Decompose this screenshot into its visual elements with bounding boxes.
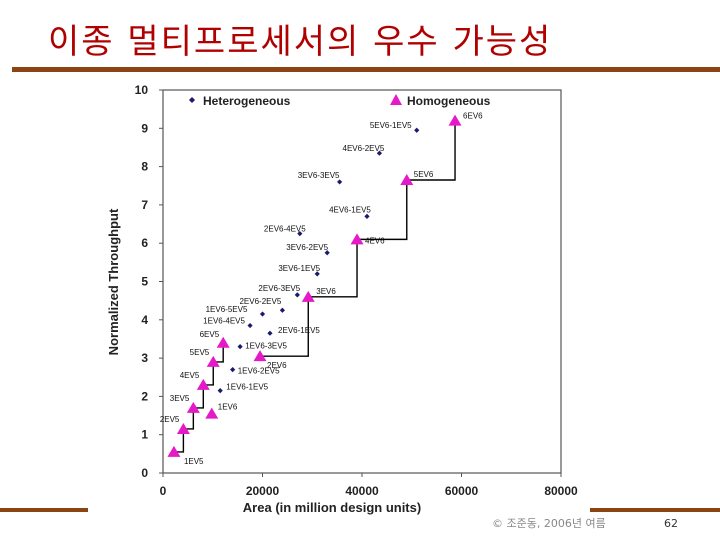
homogeneous-point-label: 5EV6 [414, 170, 434, 179]
heterogeneous-point-label: 3EV6-1EV5 [278, 264, 320, 273]
homogeneous-point [400, 174, 414, 186]
homogeneous-point-label: 3EV5 [170, 394, 190, 403]
heterogeneous-point-label: 2EV6-1EV5 [278, 326, 320, 335]
heterogeneous-point [237, 344, 243, 350]
homogeneous-point-label: 2EV6 [267, 361, 287, 370]
homogeneous-point [196, 378, 210, 390]
heterogeneous-point [414, 127, 420, 133]
homogeneous-point-label: 2EV5 [160, 415, 180, 424]
x-tick-label: 60000 [445, 484, 479, 498]
y-tick-label: 7 [141, 198, 148, 212]
y-tick-label: 10 [135, 83, 149, 97]
heterogeneous-point [376, 150, 383, 156]
homogeneous-point [186, 401, 200, 413]
y-tick-label: 5 [141, 275, 148, 289]
footer-rule-left [0, 508, 88, 512]
homogeneous-step-lines [173, 120, 456, 453]
homogeneous-point-label: 3EV6 [316, 287, 336, 296]
heterogeneous-point [297, 231, 303, 237]
footer-credit: © 조준동, 2006년 여름 [492, 517, 606, 530]
heterogeneous-point [217, 388, 223, 394]
y-tick-label: 4 [141, 313, 148, 327]
heterogeneous-point-label: 4EV6-2EV5 [343, 144, 385, 153]
y-tick-label: 9 [141, 121, 148, 135]
x-tick-label: 40000 [345, 484, 379, 498]
footer-rule-right [590, 508, 720, 512]
heterogeneous-point-label: 1EV6-3EV5 [245, 342, 287, 351]
point-labels: 5EV6-1EV5 4EV6-2EV5 3EV6-3EV5 4EV6-1EV5 2EV6… [160, 112, 483, 466]
heterogeneous-point [247, 322, 253, 329]
y-tick-label: 0 [141, 466, 148, 480]
heterogeneous-point-label: 1EV6-5EV5 [206, 305, 248, 314]
homogeneous-point-label: 4EV5 [180, 371, 200, 380]
y-tick-label: 1 [141, 428, 148, 442]
axis-ticks: 0 1 2 3 4 5 6 7 8 9 10 0 20000 40000 60000 80000 [135, 83, 578, 498]
slide-title: 이종 멀티프로세서의 우수 가능성 [48, 22, 553, 62]
heterogeneous-point-label: 5EV6-1EV5 [370, 121, 412, 130]
heterogeneous-point [364, 213, 370, 219]
title-rule [12, 67, 720, 72]
homogeneous-point [167, 445, 181, 457]
y-tick-label: 6 [141, 236, 148, 250]
heterogeneous-point-label: 1EV6-1EV5 [226, 383, 268, 392]
homogeneous-point [216, 336, 230, 348]
legend-homogeneous-marker [390, 94, 402, 105]
homogeneous-point-label: 1EV6 [218, 403, 238, 412]
heterogeneous-point-label: 4EV6-1EV5 [329, 205, 371, 214]
heterogeneous-point [279, 307, 285, 313]
y-axis-title: Normalized Throughput [106, 208, 121, 355]
homogeneous-point-label: 6EV6 [463, 112, 483, 121]
x-axis-title: Area (in million design units) [243, 500, 421, 515]
homogeneous-point [206, 355, 220, 367]
x-tick-label: 20000 [246, 484, 280, 498]
homogeneous-point-label: 6EV5 [200, 330, 220, 339]
heterogeneous-point [267, 330, 273, 336]
heterogeneous-point-label: 2EV6-2EV5 [239, 297, 281, 306]
heterogeneous-point-label: 3EV6-2EV5 [286, 243, 328, 252]
heterogeneous-point-label: 2EV6-4EV5 [264, 225, 306, 234]
step-line [406, 120, 456, 181]
y-tick-label: 3 [141, 351, 148, 365]
heterogeneous-point [259, 311, 266, 317]
homogeneous-point [301, 290, 315, 302]
heterogeneous-point-label: 1EV6-4EV5 [203, 317, 245, 326]
data-points [167, 114, 462, 457]
homogeneous-point-label: 4EV6 [365, 236, 385, 245]
x-tick-label: 80000 [544, 484, 578, 498]
step-line [260, 296, 309, 357]
y-tick-label: 8 [141, 160, 148, 174]
x-tick-label: 0 [160, 484, 167, 498]
homogeneous-point [253, 350, 267, 362]
heterogeneous-point [230, 366, 236, 373]
homogeneous-point [176, 422, 190, 434]
heterogeneous-point-label: 2EV6-3EV5 [258, 284, 300, 293]
legend: Heterogeneous Homogeneous [189, 94, 491, 108]
homogeneous-point-label: 1EV5 [184, 457, 204, 466]
y-tick-label: 2 [141, 389, 148, 403]
legend-heterogeneous-marker [189, 97, 195, 103]
heterogeneous-point-label: 1EV6-2EV5 [238, 367, 280, 376]
homogeneous-point-label: 5EV5 [190, 348, 210, 357]
homogeneous-point [448, 114, 462, 126]
heterogeneous-point [337, 179, 343, 185]
legend-heterogeneous-label: Heterogeneous [203, 94, 291, 108]
heterogeneous-point [314, 271, 320, 277]
homogeneous-point [205, 407, 219, 419]
legend-homogeneous-label: Homogeneous [407, 94, 491, 108]
heterogeneous-point [324, 250, 330, 256]
heterogeneous-point-label: 3EV6-3EV5 [298, 171, 340, 180]
slide-number: 62 [664, 517, 678, 530]
homogeneous-point [350, 233, 364, 245]
step-line [308, 239, 358, 298]
step-line [357, 180, 408, 241]
heterogeneous-point [294, 292, 300, 298]
